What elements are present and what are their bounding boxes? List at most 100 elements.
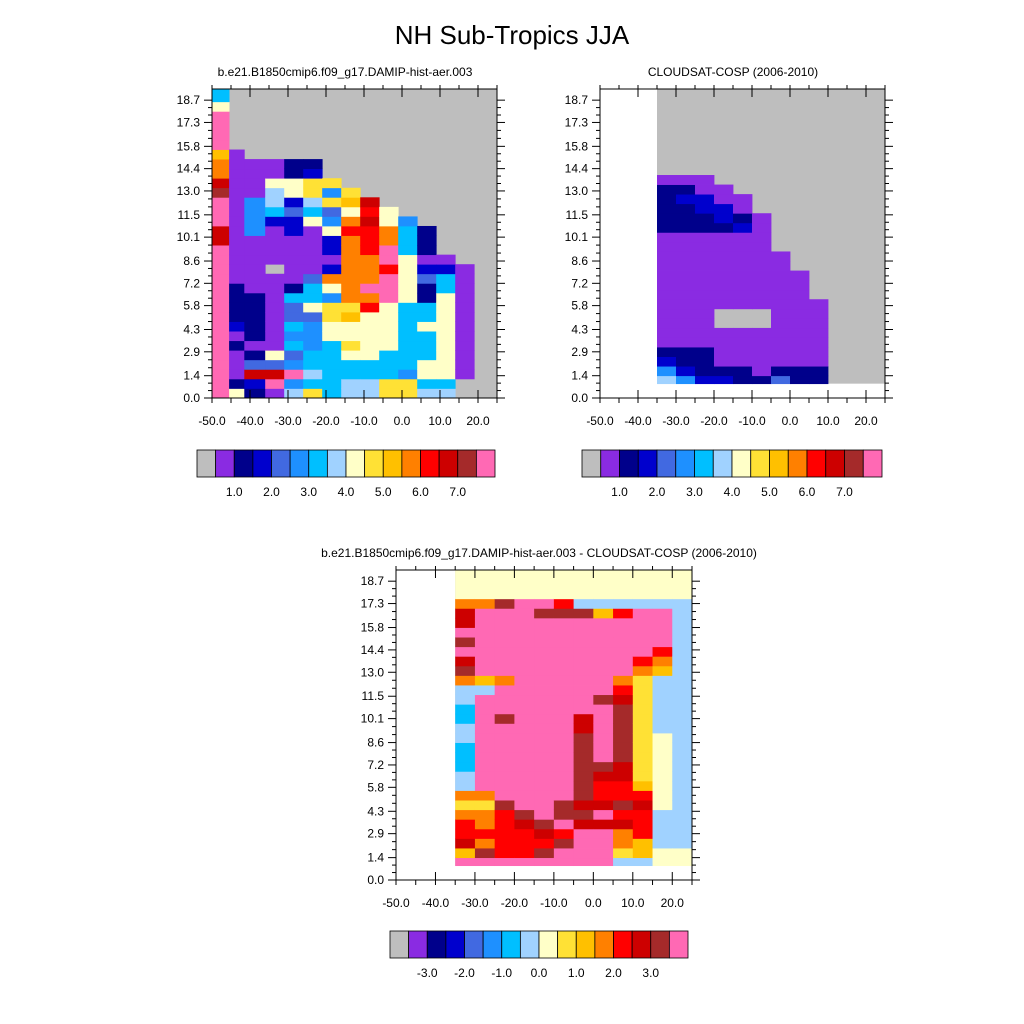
heatmap-cell xyxy=(657,375,677,385)
heatmap-cell xyxy=(474,637,496,648)
colorbar-box xyxy=(271,449,291,478)
heatmap-cell xyxy=(265,254,285,265)
heatmap-cell xyxy=(652,838,673,849)
heatmap-cell xyxy=(714,375,734,385)
colorbar-box xyxy=(600,449,620,478)
heatmap-cell xyxy=(676,213,696,224)
heatmap-cell xyxy=(341,369,361,380)
heatmap-cell xyxy=(573,589,594,600)
heatmap-cell xyxy=(494,704,515,715)
y-tick-label: 13.0 xyxy=(565,184,589,198)
heatmap-cell xyxy=(593,665,614,676)
heatmap-cell xyxy=(494,694,515,705)
y-tick-label: 0.0 xyxy=(367,873,384,887)
heatmap-cell xyxy=(652,857,673,867)
heatmap-cell xyxy=(790,347,810,357)
heatmap-cell xyxy=(494,848,515,859)
heatmap-cell xyxy=(265,369,285,380)
heatmap-cell xyxy=(514,848,535,859)
heatmap-cell xyxy=(455,264,475,275)
heatmap-cell xyxy=(809,318,829,329)
heatmap-cell xyxy=(652,848,673,859)
heatmap-cell xyxy=(695,375,715,385)
heatmap-cell xyxy=(593,656,614,667)
heatmap-cell xyxy=(676,251,696,262)
colorbar-box xyxy=(581,449,602,478)
heatmap-cell xyxy=(733,270,753,281)
panel-model: b.e21.B1850cmip6.f09_g17.DAMIP-hist-aer.… xyxy=(177,65,505,499)
heatmap-cell xyxy=(303,369,323,380)
heatmap-cell xyxy=(417,359,437,370)
heatmap-cell xyxy=(534,790,555,801)
heatmap-cell xyxy=(593,780,614,791)
heatmap-cell xyxy=(657,337,677,348)
heatmap-cell xyxy=(455,283,475,294)
heatmap-cell xyxy=(733,347,753,357)
heatmap-cell xyxy=(672,838,693,849)
heatmap-cell xyxy=(360,264,380,275)
y-tick-label: 11.5 xyxy=(566,208,589,222)
heatmap-cell xyxy=(284,378,304,389)
heatmap-cell xyxy=(695,213,715,224)
heatmap-cell xyxy=(714,327,734,338)
heatmap-cell xyxy=(398,235,418,246)
heatmap-cell xyxy=(657,347,677,357)
colorbar-box xyxy=(464,930,484,959)
heatmap-cell xyxy=(593,637,614,648)
heatmap-cell xyxy=(809,347,829,357)
heatmap-cell xyxy=(534,857,555,867)
colorbar-label: 2.0 xyxy=(649,485,666,499)
heatmap-cell xyxy=(229,283,245,294)
heatmap-cell xyxy=(613,665,634,676)
heatmap-cell xyxy=(809,337,829,348)
heatmap-cell xyxy=(534,570,555,580)
heatmap-cell xyxy=(244,225,266,236)
colorbar-box xyxy=(769,449,789,478)
colorbar-box xyxy=(668,930,689,959)
colorbar-label: 3.0 xyxy=(686,485,703,499)
heatmap-cell xyxy=(657,356,677,367)
heatmap-cell xyxy=(244,254,266,265)
heatmap-cell xyxy=(553,828,574,839)
heatmap-cell xyxy=(553,627,574,638)
heatmap-cell xyxy=(652,579,673,590)
heatmap-cell xyxy=(417,388,437,399)
heatmap-cell xyxy=(573,646,594,657)
heatmap-cell xyxy=(322,273,342,284)
heatmap-cell xyxy=(494,579,515,590)
heatmap-cell xyxy=(652,828,673,839)
heatmap-cell xyxy=(398,378,418,389)
heatmap-cell xyxy=(474,570,496,580)
colorbar-box xyxy=(619,449,639,478)
y-tick-label: 1.4 xyxy=(367,851,384,865)
heatmap-cell xyxy=(593,771,614,782)
colorbar-box xyxy=(650,930,670,959)
heatmap-cell xyxy=(265,350,285,361)
heatmap-cell xyxy=(265,187,285,198)
heatmap-cell xyxy=(360,235,380,246)
heatmap-cell xyxy=(632,637,653,648)
heatmap-cell xyxy=(553,570,574,580)
heatmap-cell xyxy=(695,347,715,357)
heatmap-cell xyxy=(714,222,734,233)
heatmap-cell xyxy=(436,273,456,284)
heatmap-cell xyxy=(244,378,266,389)
heatmap-cell xyxy=(593,828,614,839)
heatmap-cell xyxy=(752,289,772,300)
heatmap-cell xyxy=(474,656,496,667)
heatmap-cell xyxy=(284,321,304,332)
heatmap-cell xyxy=(714,356,734,367)
heatmap-cell xyxy=(474,809,496,820)
heatmap-cell xyxy=(322,369,342,380)
heatmap-cell xyxy=(284,235,304,246)
heatmap-cell xyxy=(771,308,791,319)
heatmap-cell xyxy=(322,178,342,189)
heatmap-cell xyxy=(322,216,342,227)
heatmap-cell xyxy=(752,270,772,281)
colorbar-box xyxy=(862,449,883,478)
heatmap-cell xyxy=(379,388,399,399)
x-tick-label: -40.0 xyxy=(624,414,652,428)
heatmap-cell xyxy=(494,752,515,763)
heatmap-cell xyxy=(534,579,555,590)
